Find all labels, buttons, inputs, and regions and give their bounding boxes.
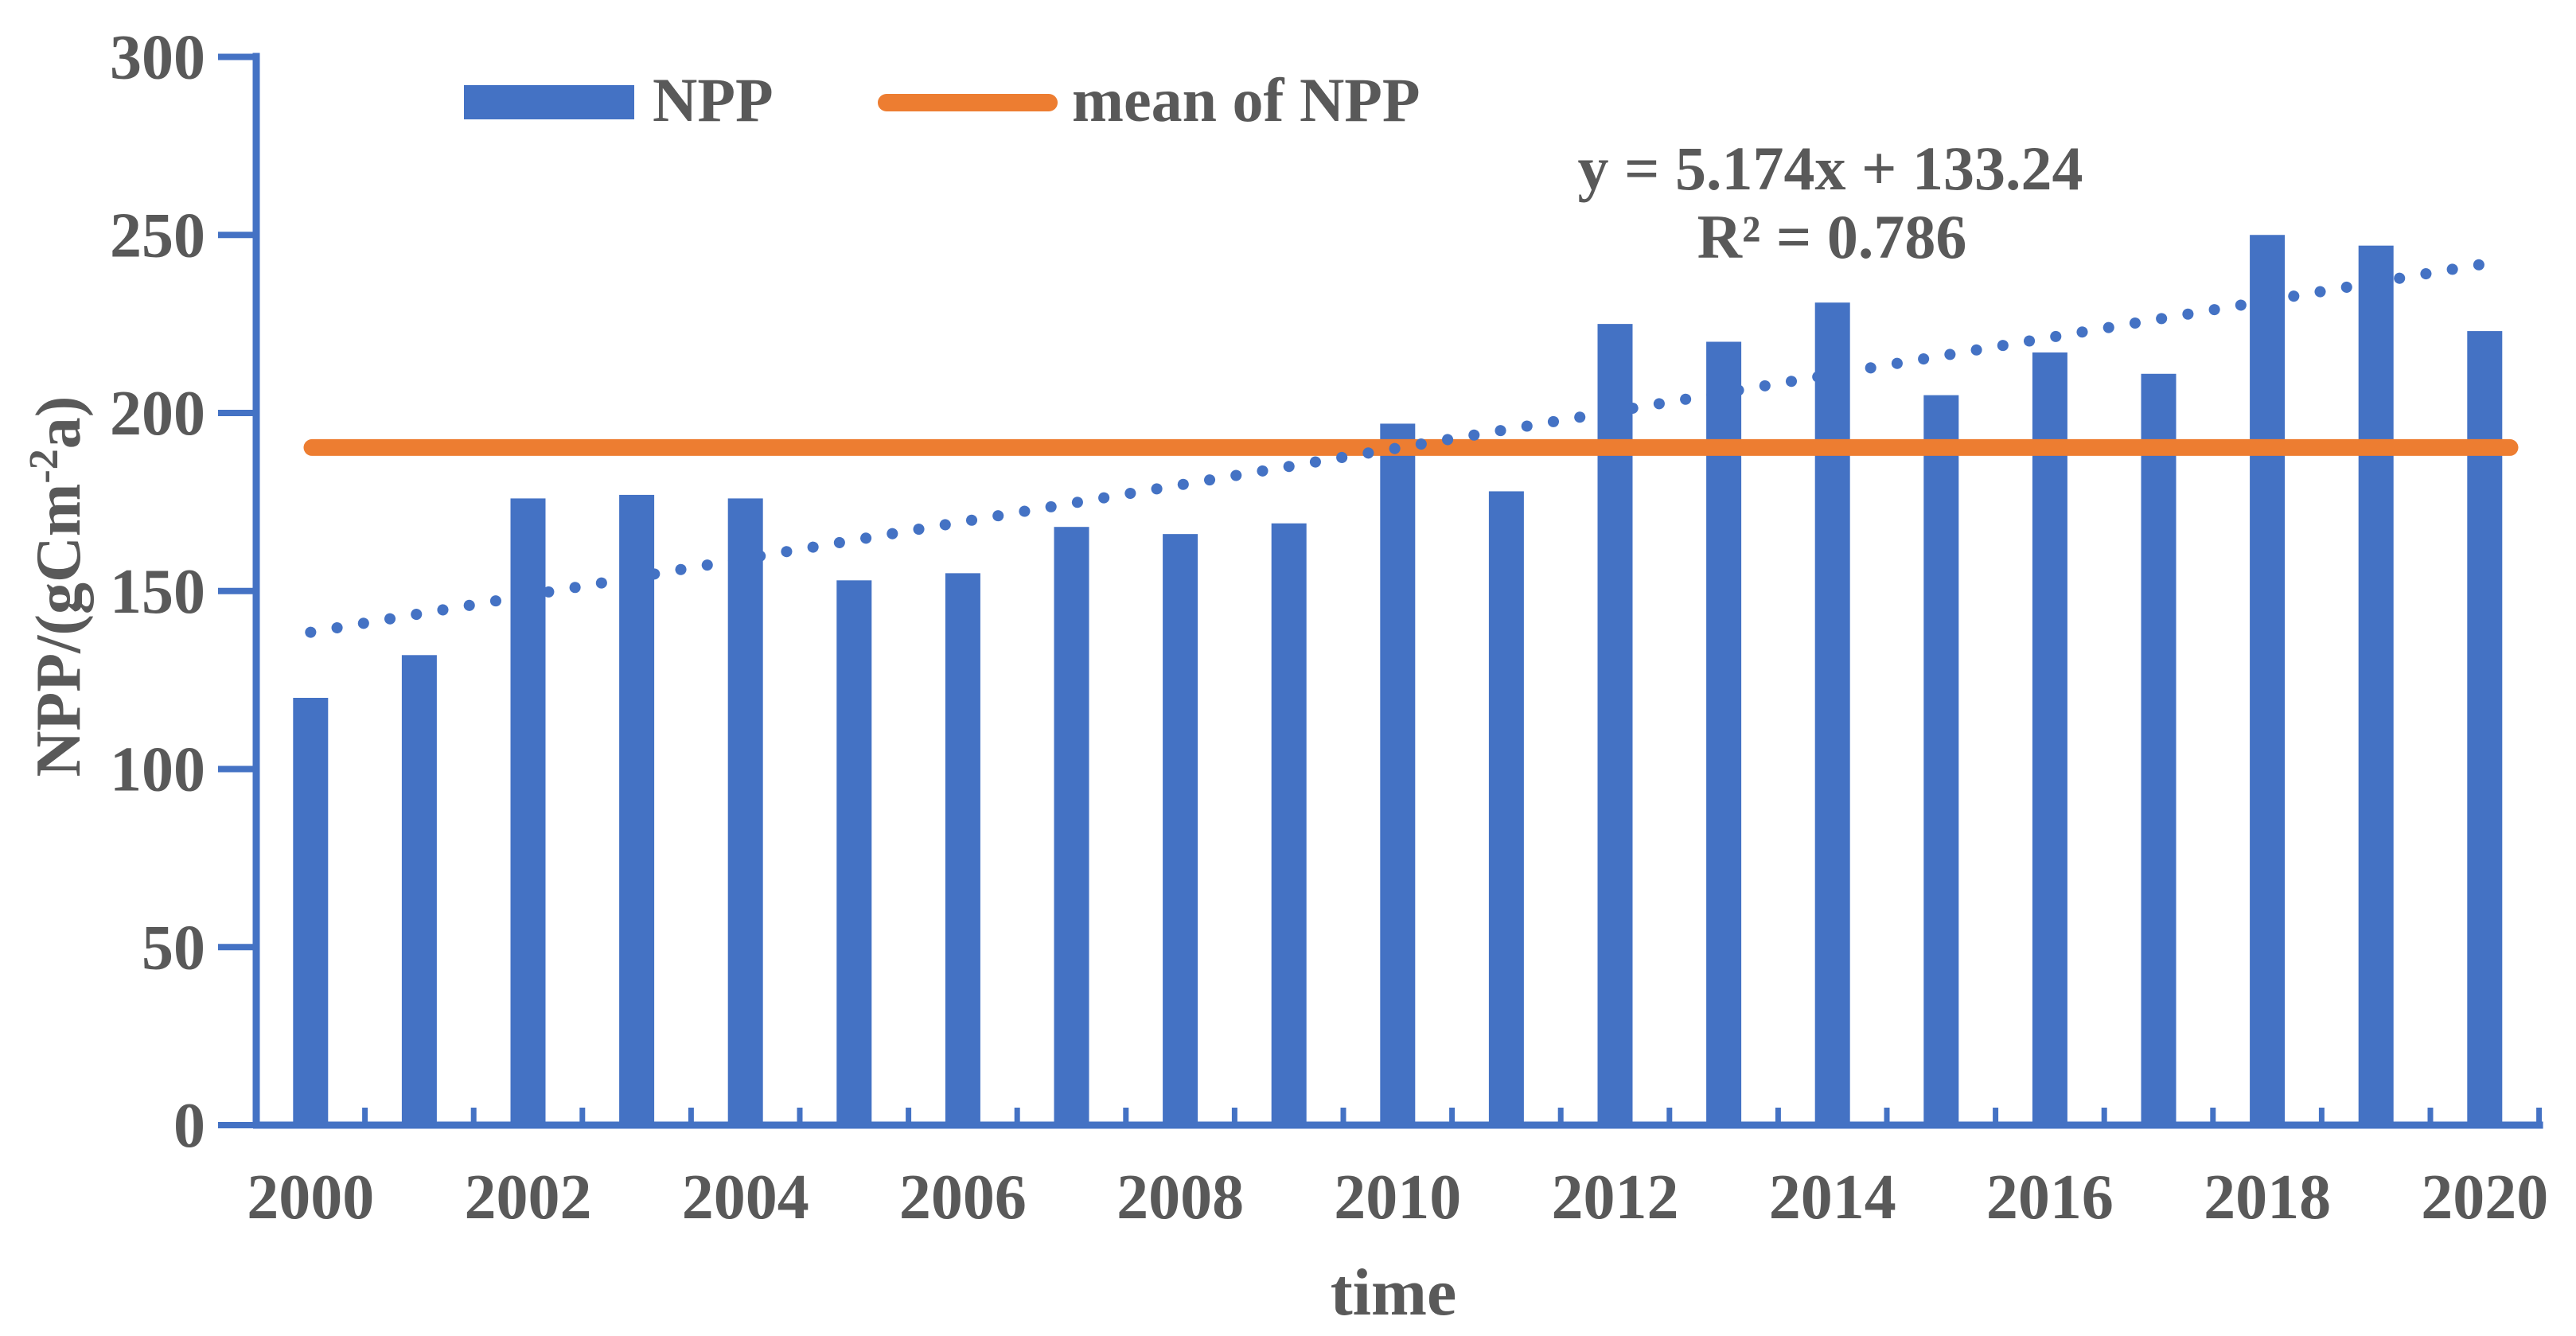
x-tick-label: 2020 [2421,1163,2548,1233]
x-tick-label: 2006 [899,1163,1027,1233]
x-tick-label: 2016 [1986,1163,2114,1233]
bar-2011 [1488,491,1524,1125]
bar-2019 [2358,245,2394,1125]
legend-bar-swatch [464,85,634,119]
bar-2003 [619,494,655,1125]
x-tick-label: 2008 [1117,1163,1244,1233]
x-tick-label: 2014 [1769,1163,1896,1233]
bar-2008 [1163,534,1198,1125]
bar-2018 [2250,235,2286,1125]
y-tick-label: 250 [110,201,205,271]
x-tick-label: 2012 [1552,1163,1679,1233]
bar-2010 [1380,423,1416,1125]
x-axis: 2000 2002 2004 2006 2008 2010 2012 2014 2016 2018… [247,1108,2548,1233]
x-tick-label: 2018 [2204,1163,2331,1233]
x-tick-label: 2002 [465,1163,592,1233]
y-tick-label: 0 [173,1091,205,1161]
x-tick-label: 2010 [1334,1163,1461,1233]
trend-line [305,258,2491,638]
legend-label-npp: NPP [653,65,774,134]
legend-label-mean: mean of NPP [1072,65,1421,134]
bar-2007 [1054,527,1089,1125]
bar-2006 [945,573,980,1125]
bar-2020 [2467,331,2503,1125]
x-tick-label: 2000 [247,1163,374,1233]
r-squared-text: R² = 0.786 [1697,202,1967,271]
bar-2014 [1814,302,1850,1125]
bar-2001 [401,655,437,1125]
y-tick-label: 300 [110,23,205,93]
x-axis-title: time [1331,1256,1457,1330]
equation-text: y = 5.174x + 133.24 [1578,134,2083,203]
bar-2016 [2032,352,2067,1125]
bar-2002 [510,498,546,1125]
y-axis-title: NPP/(gCm-2a) [21,396,94,777]
x-tick-label: 2004 [682,1163,809,1233]
bar-2000 [293,698,329,1125]
bar-2013 [1706,341,1742,1125]
y-tick-label: 50 [142,913,205,983]
y-tick-label: 200 [110,379,205,449]
bar-2004 [727,498,763,1125]
bar-2012 [1597,324,1633,1125]
legend: NPP mean of NPP [464,65,1421,134]
bars [293,235,2503,1125]
y-tick-label: 150 [110,557,205,627]
y-axis: 0 50 100 150 200 250 300 [110,23,260,1161]
bar-2015 [1923,395,1959,1125]
y-tick-label: 100 [110,735,205,805]
bar-2009 [1271,523,1307,1125]
bar-2005 [836,580,872,1125]
bar-2017 [2141,373,2177,1125]
